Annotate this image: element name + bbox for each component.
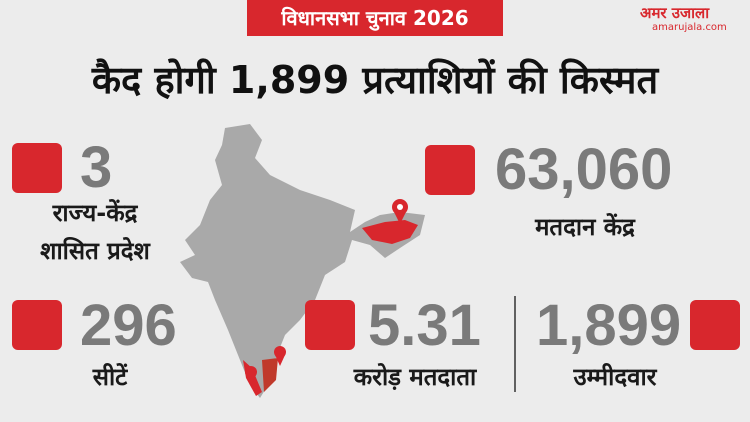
title: कैद होगी 1,899 प्रत्याशियों की किस्मत [91, 58, 659, 102]
pin [274, 346, 286, 366]
stat-value: 3 [80, 135, 113, 200]
india-map [180, 124, 425, 398]
stat-value: 5.31 [368, 293, 481, 358]
icon-candidate [690, 300, 740, 350]
icon-seat [12, 300, 62, 350]
stat-label: शासित प्रदेश [40, 237, 150, 265]
stat-value: 296 [80, 293, 177, 358]
pin [392, 199, 408, 224]
stat-label: सीटें [92, 363, 128, 391]
stat-label: राज्य-केंद्र [52, 199, 138, 227]
icon-voter [305, 300, 355, 350]
assam-region [362, 220, 418, 244]
header-badge: विधानसभा चुनाव 2026 [247, 0, 503, 36]
pin [245, 366, 257, 386]
icon-building [425, 145, 475, 195]
stat-label: मतदान केंद्र [535, 213, 635, 241]
stat-value: 1,899 [536, 293, 682, 358]
logo-site: amarujala.com [652, 22, 727, 33]
tamilnadu-region [262, 358, 278, 392]
stat-label: उम्मीदवार [573, 363, 657, 391]
logo: अमर उजाला [640, 4, 710, 22]
icon-map [12, 143, 62, 193]
stat-value: 63,060 [495, 137, 673, 202]
stat-label: करोड़ मतदाता [353, 363, 477, 391]
